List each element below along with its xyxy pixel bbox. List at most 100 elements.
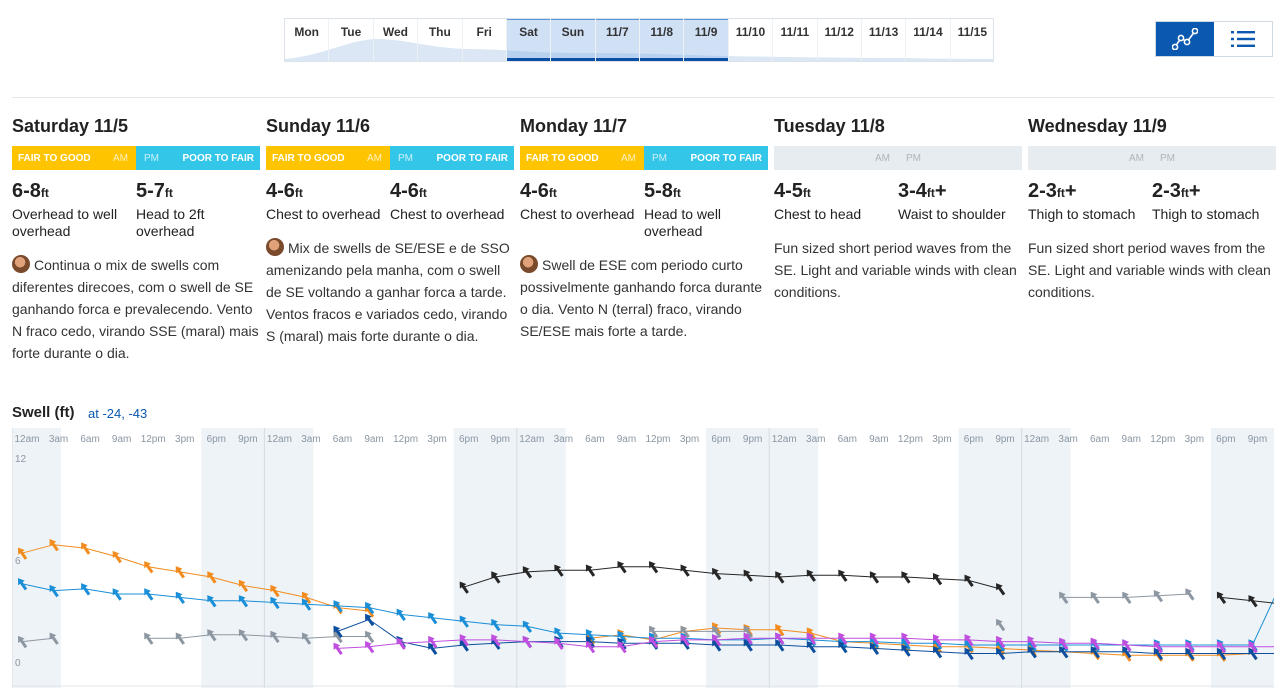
arrow-shape	[49, 632, 59, 645]
list-view-button[interactable]	[1214, 22, 1272, 56]
day-tab[interactable]: 11/9	[684, 19, 729, 61]
pm-surf-height: 4-6ft Chest to overhead	[390, 180, 514, 223]
am-rating: FAIR TO GOOD AM	[12, 146, 136, 170]
day-title: Monday 11/7	[520, 116, 628, 136]
day-title: Tuesday 11/8	[774, 116, 885, 136]
pm-height-description: Chest to overhead	[390, 206, 505, 222]
swell-direction-arrow	[459, 634, 469, 647]
arrow-shape	[585, 629, 596, 642]
swell-chart[interactable]: 12am 3am 6am 9am 12pm 3pm 6pm 9pm 12am 3am 6am 9am 1…	[12, 428, 1274, 688]
time-tick-label: 9am	[869, 434, 888, 445]
swell-direction-arrow	[869, 632, 880, 645]
y-tick-label: 0	[15, 658, 21, 669]
am-label: AM	[621, 152, 636, 164]
day-tab[interactable]: Sun	[551, 19, 596, 61]
graph-view-button[interactable]	[1156, 22, 1214, 56]
arrow-shape	[459, 581, 469, 594]
arrow-shape	[175, 632, 185, 645]
swell-direction-arrow	[838, 635, 848, 649]
arrow-shape	[743, 625, 753, 638]
arrow-shape	[554, 627, 564, 640]
swell-direction-arrow	[680, 634, 690, 647]
arrow-shape	[491, 571, 501, 584]
surf-rating-bar: FAIR TO GOOD AM PM POOR TO FAIR	[266, 146, 514, 170]
swell-series-line	[1220, 596, 1274, 604]
time-tick-label: 12am	[1024, 434, 1049, 445]
pm-rating-label: POOR TO FAIR	[690, 152, 763, 164]
day-tab[interactable]: Thu	[418, 19, 463, 61]
swell-direction-arrow	[932, 640, 943, 654]
time-tick-label: 6pm	[207, 434, 226, 445]
am-label: AM	[367, 152, 382, 164]
swell-direction-arrow	[712, 567, 722, 581]
am-height-value: 4-5	[774, 180, 803, 202]
header-divider	[12, 97, 1274, 98]
am-height-value: 2-3	[1028, 180, 1057, 202]
swell-location-link[interactable]: at -24, -43	[88, 406, 148, 421]
time-tick-label: 6am	[333, 434, 352, 445]
day-tab[interactable]: 11/15	[951, 19, 993, 61]
pm-rating-label: POOR TO FAIR	[436, 152, 509, 164]
night-shade	[516, 428, 566, 688]
day-tab[interactable]: 11/11	[773, 19, 818, 61]
day-tab[interactable]: 11/12	[818, 19, 862, 61]
swell-direction-arrow	[1090, 646, 1100, 659]
view-toggle[interactable]	[1155, 21, 1273, 57]
day-tab[interactable]: 11/14	[906, 19, 951, 61]
arrow-shape	[680, 625, 690, 638]
arrow-shape	[775, 632, 785, 645]
arrow-shape	[932, 572, 943, 586]
arrow-shape	[428, 642, 438, 655]
pm-height-plus: +	[1188, 180, 1201, 202]
arrow-shape	[585, 640, 596, 654]
arrow-shape	[775, 571, 785, 584]
swell-direction-arrow	[112, 588, 122, 601]
arrow-shape	[775, 639, 785, 652]
day-tab[interactable]: 11/8	[640, 19, 685, 61]
day-tab[interactable]: 11/10	[729, 19, 774, 61]
day-tab[interactable]: Sat	[507, 19, 552, 61]
arrow-shape	[964, 639, 974, 652]
am-height-value: 6-8	[12, 180, 41, 202]
time-tick-label: 3pm	[427, 434, 446, 445]
day-tab[interactable]: 11/13	[862, 19, 907, 61]
night-shade	[264, 428, 314, 688]
arrow-shape	[996, 639, 1006, 652]
swell-direction-arrow	[648, 635, 659, 649]
swell-direction-arrow	[869, 571, 880, 584]
swell-direction-arrow	[838, 640, 848, 654]
swell-direction-arrow	[743, 639, 753, 652]
swell-direction-arrow	[365, 601, 375, 615]
selected-day-window[interactable]	[506, 19, 729, 61]
swell-direction-arrow	[901, 637, 911, 650]
day-selector[interactable]: Mon Tue Wed Thu Fri Sat Sun 11/7 11/8 11/9 11/10 11…	[284, 18, 994, 62]
am-surf-height: 4-6ft Chest to overhead	[520, 180, 644, 240]
pm-height-unit: ft	[418, 186, 427, 200]
arrow-shape	[428, 635, 438, 649]
day-tab[interactable]: 11/7	[596, 19, 640, 61]
swell-direction-arrow	[680, 564, 690, 577]
swell-direction-arrow	[964, 647, 974, 661]
swell-direction-arrow	[49, 632, 59, 645]
time-tick-label: 6am	[585, 434, 604, 445]
day-tab[interactable]: Fri	[463, 19, 507, 61]
arrow-shape	[522, 635, 533, 649]
arrow-shape	[996, 635, 1006, 649]
pm-label: PM	[144, 152, 159, 164]
day-tab[interactable]: Mon	[285, 19, 330, 61]
am-label: AM	[1129, 152, 1144, 164]
swell-direction-arrow	[743, 625, 753, 638]
swell-direction-arrow	[522, 635, 533, 649]
night-shade	[201, 428, 265, 688]
day-tab[interactable]: Tue	[329, 19, 374, 61]
arrow-shape	[680, 564, 690, 577]
surf-rating-bar: AM PM	[1028, 146, 1276, 170]
swell-direction-arrow	[491, 618, 501, 632]
swell-direction-arrow	[301, 598, 312, 611]
swell-direction-arrow	[554, 627, 564, 640]
am-surf-height: 4-6ft Chest to overhead	[266, 180, 390, 223]
arrow-shape	[932, 634, 943, 647]
arrow-shape	[1153, 647, 1164, 661]
arrow-shape	[270, 630, 280, 644]
day-tab[interactable]: Wed	[374, 19, 419, 61]
